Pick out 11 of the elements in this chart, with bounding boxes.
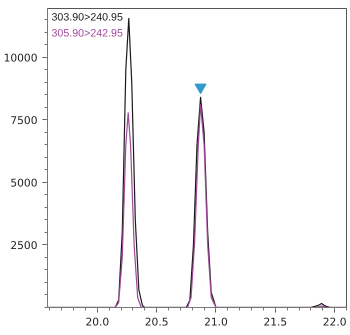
- x-tick-label: 22.0: [322, 316, 347, 328]
- y-tick-label: 2500: [10, 238, 38, 252]
- series-label: 303.90>240.95: [52, 12, 123, 24]
- y-tick-label: 10000: [4, 51, 38, 64]
- x-tick-label: 20.5: [144, 316, 169, 328]
- y-tick-label: 7500: [10, 114, 38, 127]
- text: 305.90>242.95: [52, 28, 123, 40]
- x-tick-label: 21.5: [263, 316, 288, 328]
- x-tick-label: 21.0: [204, 316, 228, 328]
- x-tick-label: 20.0: [85, 316, 110, 328]
- y-tick-label: 5000: [10, 176, 38, 190]
